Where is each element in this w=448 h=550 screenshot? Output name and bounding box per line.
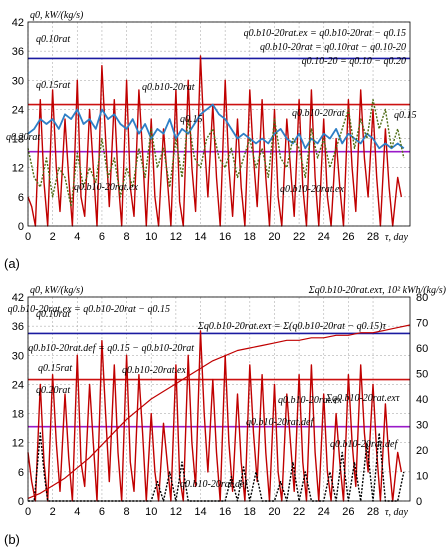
formula: q0.b10-20rat.def = q0.15 − q0.b10-20rat <box>28 343 194 354</box>
y2-tick-label: 60 <box>416 343 428 355</box>
annotation: q0.b10-20rat.ex <box>278 395 342 406</box>
x-tick-label: 6 <box>99 506 105 518</box>
y-tick-label: 24 <box>12 104 24 116</box>
panel-label: (b) <box>4 532 20 547</box>
annotation: q0.b10-20rat <box>142 82 195 93</box>
x-tick-label: 26 <box>342 506 354 518</box>
y-tick-label: 6 <box>18 192 24 204</box>
y2-axis-label: Σq0.b10-20rat.exτ, 10² kWh/(kg/s) <box>308 285 447 296</box>
x-tick-label: 22 <box>293 231 305 243</box>
annotation: q0.b10-20rat.ex <box>280 184 344 195</box>
annotation: q0.b10-20rat.ex <box>74 182 138 193</box>
x-tick-label: 26 <box>342 231 354 243</box>
annotation: q0.b10-20rat.def <box>246 417 314 428</box>
plot-frame <box>27 296 411 502</box>
x-tick-label: 28 <box>367 506 379 518</box>
annotation: q0.b10-20rat <box>292 108 345 119</box>
annotation: q0.15rat <box>36 80 70 91</box>
y2-tick-label: 30 <box>416 420 428 432</box>
x-tick-label: 8 <box>124 506 130 518</box>
y2-tick-label: 40 <box>416 394 428 406</box>
series-line <box>27 103 405 150</box>
y2-tick-label: 20 <box>416 445 428 457</box>
formula: q0.b10-20rat = q0.10rat − q0.10-20 <box>260 42 406 53</box>
y-tick-label: 42 <box>12 292 24 304</box>
y-tick-label: 6 <box>18 467 24 479</box>
y-tick-label: 36 <box>12 321 24 333</box>
x-axis-label: τ, day <box>385 507 409 518</box>
annotation: q0.15 <box>180 114 203 125</box>
annotation: q0.15 <box>394 110 417 121</box>
series-line <box>27 98 405 208</box>
x-tick-label: 12 <box>170 231 182 243</box>
x-tick-label: 18 <box>244 506 256 518</box>
x-tick-label: 0 <box>25 231 31 243</box>
y-tick-label: 30 <box>12 350 24 362</box>
y2-tick-label: 0 <box>416 496 422 508</box>
x-tick-label: 18 <box>244 231 256 243</box>
x-tick-label: 2 <box>50 231 56 243</box>
x-tick-label: 14 <box>194 506 206 518</box>
annotation: q0.15rat <box>38 363 72 374</box>
x-tick-label: 0 <box>25 506 31 518</box>
y2-tick-label: 10 <box>416 471 428 483</box>
x-tick-label: 6 <box>99 231 105 243</box>
y-tick-label: 24 <box>12 379 24 391</box>
x-tick-label: 24 <box>318 506 330 518</box>
annotation: q0.20rat <box>6 132 40 143</box>
x-tick-label: 12 <box>170 506 182 518</box>
x-tick-label: 2 <box>50 506 56 518</box>
formula: q0.10-20 = q0.10 − q0.20 <box>302 56 406 67</box>
annotation: q0.20rat <box>36 385 70 396</box>
y2-tick-label: 80 <box>416 292 428 304</box>
y-axis-label: q0, kW/(kg/s) <box>30 285 84 296</box>
x-tick-label: 14 <box>194 231 206 243</box>
annotation: q0.b10-20rat.ex <box>122 365 186 376</box>
y-axis-label: q0, kW/(kg/s) <box>30 10 84 21</box>
y2-tick-label: 50 <box>416 369 428 381</box>
x-tick-label: 16 <box>219 506 231 518</box>
series-line <box>27 324 411 499</box>
x-tick-label: 28 <box>367 231 379 243</box>
formula: Σq0.b10-20rat.exτ = Σ(q0.b10-20rat − q0.… <box>197 321 386 332</box>
x-tick-label: 20 <box>268 506 280 518</box>
annotation: q0.10rat <box>36 34 70 45</box>
y-tick-label: 12 <box>12 163 24 175</box>
x-tick-label: 10 <box>145 506 157 518</box>
y-tick-label: 42 <box>12 17 24 29</box>
plot-frame <box>27 21 411 227</box>
y2-tick-label: 70 <box>416 318 428 330</box>
annotation: q0.10rat <box>36 309 70 320</box>
y-tick-label: 18 <box>12 134 24 146</box>
formula: q0.b10-20rat.ex = q0.b10-20rat − q0.15 <box>244 28 406 39</box>
y-tick-label: 18 <box>12 409 24 421</box>
y-tick-label: 12 <box>12 438 24 450</box>
annotation: Σq0.b10-20rat.exτ <box>325 393 400 404</box>
x-tick-label: 20 <box>268 231 280 243</box>
y-tick-label: 30 <box>12 75 24 87</box>
x-tick-label: 22 <box>293 506 305 518</box>
y-tick-label: 36 <box>12 46 24 58</box>
y-tick-label: 0 <box>18 496 24 508</box>
panel-label: (a) <box>4 256 20 271</box>
x-tick-label: 8 <box>124 231 130 243</box>
x-axis-label: τ, day <box>385 232 409 243</box>
x-tick-label: 24 <box>318 231 330 243</box>
formula: q0.b10-20rat.ex = q0.b10-20rat − q0.15 <box>8 304 170 315</box>
x-tick-label: 4 <box>74 506 80 518</box>
annotation: q0.b10-20rat.def <box>180 479 248 490</box>
y-tick-label: 0 <box>18 221 24 233</box>
annotation: q0.b10-20rat.def <box>330 439 398 450</box>
x-tick-label: 16 <box>219 231 231 243</box>
series-line <box>27 330 403 502</box>
x-tick-label: 10 <box>145 231 157 243</box>
x-tick-label: 4 <box>74 231 80 243</box>
